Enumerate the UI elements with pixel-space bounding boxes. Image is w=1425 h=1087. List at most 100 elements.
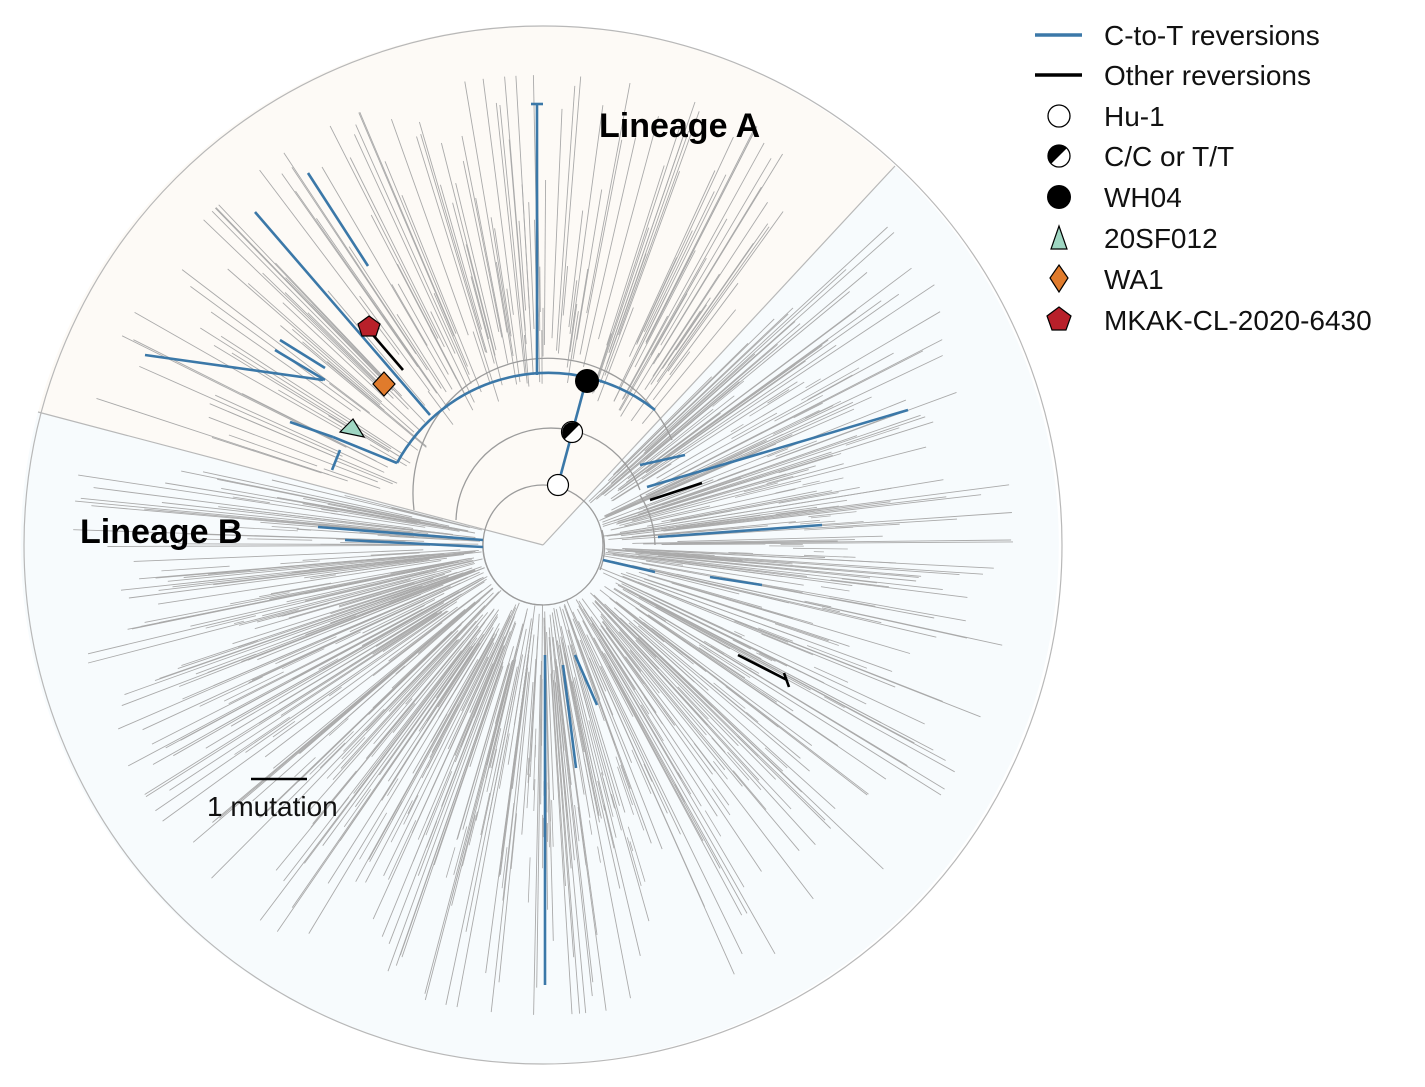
tree-branch bbox=[145, 598, 459, 797]
tree-branch bbox=[553, 680, 581, 1014]
tree-branch bbox=[591, 622, 650, 715]
tree-branch bbox=[495, 102, 526, 376]
tree-branch bbox=[529, 613, 540, 778]
tree-branch bbox=[319, 742, 346, 769]
blue-branch-a8 bbox=[274, 348, 326, 382]
tree-branch bbox=[626, 572, 850, 647]
tree-branch bbox=[746, 604, 793, 619]
tree-branch bbox=[597, 307, 634, 402]
tree-branch bbox=[553, 607, 591, 818]
tree-branch bbox=[344, 685, 385, 721]
tree-branch bbox=[634, 250, 696, 368]
tree-branch bbox=[802, 480, 820, 486]
tree-branch bbox=[602, 479, 714, 523]
tree-branch bbox=[577, 807, 587, 866]
tree-branch bbox=[264, 584, 492, 758]
tree-branch bbox=[291, 642, 476, 908]
tree-branch bbox=[829, 597, 876, 607]
sector-divider-b bbox=[37, 411, 544, 546]
tree-branch bbox=[572, 268, 589, 360]
tree-branch bbox=[379, 637, 478, 776]
tree-branch bbox=[475, 612, 528, 821]
scale-bar-label: 1 mutation bbox=[207, 791, 338, 822]
tree-branch bbox=[605, 396, 872, 518]
tree-branch bbox=[330, 569, 476, 624]
tree-branch bbox=[365, 640, 465, 759]
tree-branch bbox=[593, 227, 650, 393]
tree-branch bbox=[574, 804, 580, 842]
tree-branch bbox=[241, 593, 418, 663]
tree-branch bbox=[664, 355, 943, 488]
tree-branch bbox=[645, 381, 740, 460]
tree-branch bbox=[667, 573, 790, 604]
tree-branch bbox=[656, 223, 769, 382]
tree-branch bbox=[638, 616, 813, 746]
tree-branch bbox=[304, 557, 448, 579]
tree-branch bbox=[454, 636, 506, 756]
tree-branch bbox=[603, 805, 615, 849]
tree-branch bbox=[218, 204, 386, 380]
tree-branch bbox=[588, 720, 604, 776]
tree-branch bbox=[462, 663, 511, 830]
tree-branch bbox=[643, 763, 653, 782]
tree-branch bbox=[600, 323, 801, 496]
tree-branch bbox=[518, 220, 527, 311]
tree-branch bbox=[573, 677, 641, 957]
tree-branch bbox=[649, 553, 922, 577]
tree-branch bbox=[562, 608, 626, 813]
tree-branch bbox=[218, 506, 454, 535]
tree-branch bbox=[619, 487, 892, 533]
blue-branch-b4 bbox=[602, 558, 656, 574]
tree-branch bbox=[127, 560, 463, 630]
tree-branch bbox=[377, 534, 481, 542]
tree-branch bbox=[661, 416, 926, 506]
tree-branch bbox=[436, 645, 473, 699]
tree-branch bbox=[322, 639, 376, 670]
tree-branch bbox=[727, 751, 762, 791]
tree-branch bbox=[401, 661, 504, 958]
blue-branch-b5 bbox=[709, 575, 763, 587]
tree-branch bbox=[654, 352, 894, 485]
tree-branch bbox=[734, 631, 745, 637]
tree-branch bbox=[262, 561, 475, 617]
tree-branch bbox=[608, 665, 704, 842]
black-branch-mkak bbox=[372, 334, 404, 371]
tree-branch bbox=[734, 620, 789, 643]
tree-branch bbox=[613, 607, 709, 691]
tree-branch bbox=[340, 639, 458, 769]
tree-branch bbox=[167, 551, 476, 582]
tree-branch bbox=[271, 479, 470, 528]
tree-branch bbox=[728, 552, 754, 554]
tree-branch bbox=[87, 578, 411, 664]
tree-branch bbox=[338, 577, 434, 608]
tree-branch bbox=[759, 652, 776, 662]
tree-branch bbox=[339, 609, 500, 841]
tree-branch bbox=[437, 642, 480, 708]
tree-branch bbox=[620, 572, 802, 640]
tree-branch bbox=[506, 288, 521, 383]
tree-branch bbox=[128, 559, 430, 599]
tree-branch bbox=[639, 339, 943, 496]
tree-branch bbox=[248, 599, 425, 684]
tree-branch bbox=[843, 556, 856, 558]
tree-branch bbox=[328, 686, 342, 697]
tree-branch bbox=[567, 311, 579, 383]
tree-branch bbox=[600, 615, 726, 771]
tree-branch bbox=[280, 325, 427, 448]
tree-branch bbox=[420, 577, 485, 615]
tree-branch bbox=[631, 555, 968, 598]
tree-branch bbox=[210, 311, 353, 412]
tree-branch bbox=[644, 201, 768, 390]
tree-branch bbox=[593, 594, 832, 829]
tree-branch bbox=[499, 104, 528, 384]
other-reversion-branches bbox=[372, 334, 791, 688]
tree-branch bbox=[583, 756, 595, 813]
tree-branch bbox=[375, 578, 487, 647]
tree-branch bbox=[618, 218, 728, 411]
tree-branch bbox=[133, 549, 424, 562]
tree-branch bbox=[643, 435, 858, 511]
tree-branch bbox=[421, 652, 473, 730]
tree-branch bbox=[622, 588, 731, 650]
20sf012-marker bbox=[338, 418, 366, 438]
tree-branch bbox=[601, 651, 748, 914]
